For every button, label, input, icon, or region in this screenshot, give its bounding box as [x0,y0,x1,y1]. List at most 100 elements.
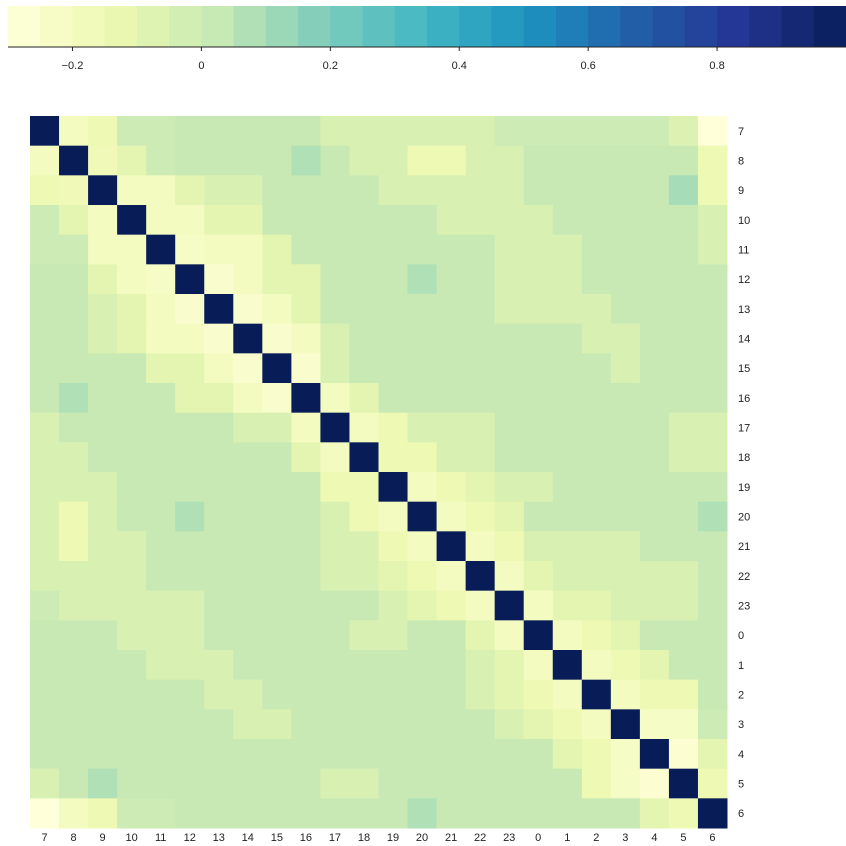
heatmap-cell [88,709,118,740]
heatmap-cell [668,472,699,503]
heatmap-cell [175,116,205,147]
heatmap-cell [30,650,60,681]
heatmap-cell [436,412,467,443]
col-label: 1 [564,832,570,844]
heatmap-cell [204,323,234,354]
colorbar-segment [427,6,460,47]
heatmap-cell [697,650,728,681]
col-label: 21 [445,832,457,844]
heatmap-cell [668,412,699,443]
colorbar-segment [330,6,364,47]
heatmap-cell [117,739,147,770]
heatmap-cell [581,323,612,354]
heatmap-cell [639,472,670,503]
heatmap-cell [262,709,292,740]
col-labels: 7 8 9 10 11 12 13 14 15 16 17 18 19 20 21 22 23 0 1 2 3 4 5 6 [41,832,715,844]
heatmap-cell [436,679,467,710]
heatmap-cell [552,501,583,532]
heatmap-cell [88,739,118,770]
heatmap-cell [349,234,379,265]
heatmap-cell [146,798,176,829]
heatmap-cell [407,205,438,236]
heatmap-cell [407,650,438,681]
heatmap-cell [552,709,583,740]
heatmap-cell [378,472,409,503]
heatmap-cell [349,590,379,621]
heatmap-cell [30,561,60,592]
heatmap-cell [30,116,60,147]
heatmap-cell [88,768,118,799]
heatmap-cell [117,323,147,354]
heatmap-cell [639,145,670,176]
heatmap-cell [117,531,147,562]
heatmap-cell [320,145,350,176]
heatmap-cell [175,590,205,621]
heatmap-cell [581,353,612,384]
heatmap-cell [59,145,89,176]
heatmap-cell [407,709,438,740]
heatmap-cell [436,739,467,770]
heatmap-cell [320,323,350,354]
heatmap-cell [697,620,728,651]
heatmap-cell [407,294,438,325]
heatmap-cell [88,205,118,236]
heatmap-cell [59,323,89,354]
heatmap-cell [146,412,176,443]
heatmap-cell [494,768,525,799]
heatmap-cell [146,383,176,414]
heatmap-cell [88,442,118,473]
heatmap-cell [407,768,438,799]
heatmap-cell [639,383,670,414]
heatmap-cell [378,323,409,354]
heatmap-cell [291,531,321,562]
row-label: 7 [738,126,744,138]
heatmap-cell [581,590,612,621]
heatmap-cell [262,294,292,325]
heatmap-cell [59,501,89,532]
heatmap-cell [668,383,699,414]
heatmap-cell [204,175,234,206]
colorbar-segment [684,6,718,47]
heatmap-cell [494,620,525,651]
colorbar-segment [620,6,654,47]
heatmap-cell [349,501,379,532]
heatmap-cell [697,234,728,265]
heatmap-cell [697,442,728,473]
heatmap-cell [465,620,496,651]
heatmap-cell [581,294,612,325]
heatmap-cell [117,472,147,503]
heatmap-cell [320,175,350,206]
heatmap-cell [233,145,263,176]
heatmap-cell [639,294,670,325]
heatmap-cell [378,442,409,473]
heatmap-cell [552,294,583,325]
heatmap-cell [88,294,118,325]
col-label: 5 [680,832,686,844]
heatmap-cell [349,561,379,592]
heatmap-cell [610,205,641,236]
row-label: 20 [738,512,750,524]
heatmap-cell [30,323,60,354]
heatmap-cell [581,679,612,710]
heatmap-cell [465,531,496,562]
heatmap-cell [494,709,525,740]
heatmap-cell [262,145,292,176]
heatmap-cell [697,590,728,621]
heatmap-cell [465,175,496,206]
heatmap-cell [175,323,205,354]
heatmap-cell [59,205,89,236]
heatmap-cell [581,264,612,295]
heatmap-cell [407,175,438,206]
heatmap-cell [233,383,263,414]
heatmap-cell [30,353,60,384]
heatmap-cell [581,412,612,443]
heatmap-cell [117,234,147,265]
heatmap-cell [204,234,234,265]
heatmap-cell [465,145,496,176]
heatmap-cell [117,620,147,651]
heatmap-cell [639,234,670,265]
heatmap-cell [320,798,350,829]
heatmap-cell [349,116,379,147]
heatmap-cell [494,353,525,384]
heatmap-cell [291,205,321,236]
